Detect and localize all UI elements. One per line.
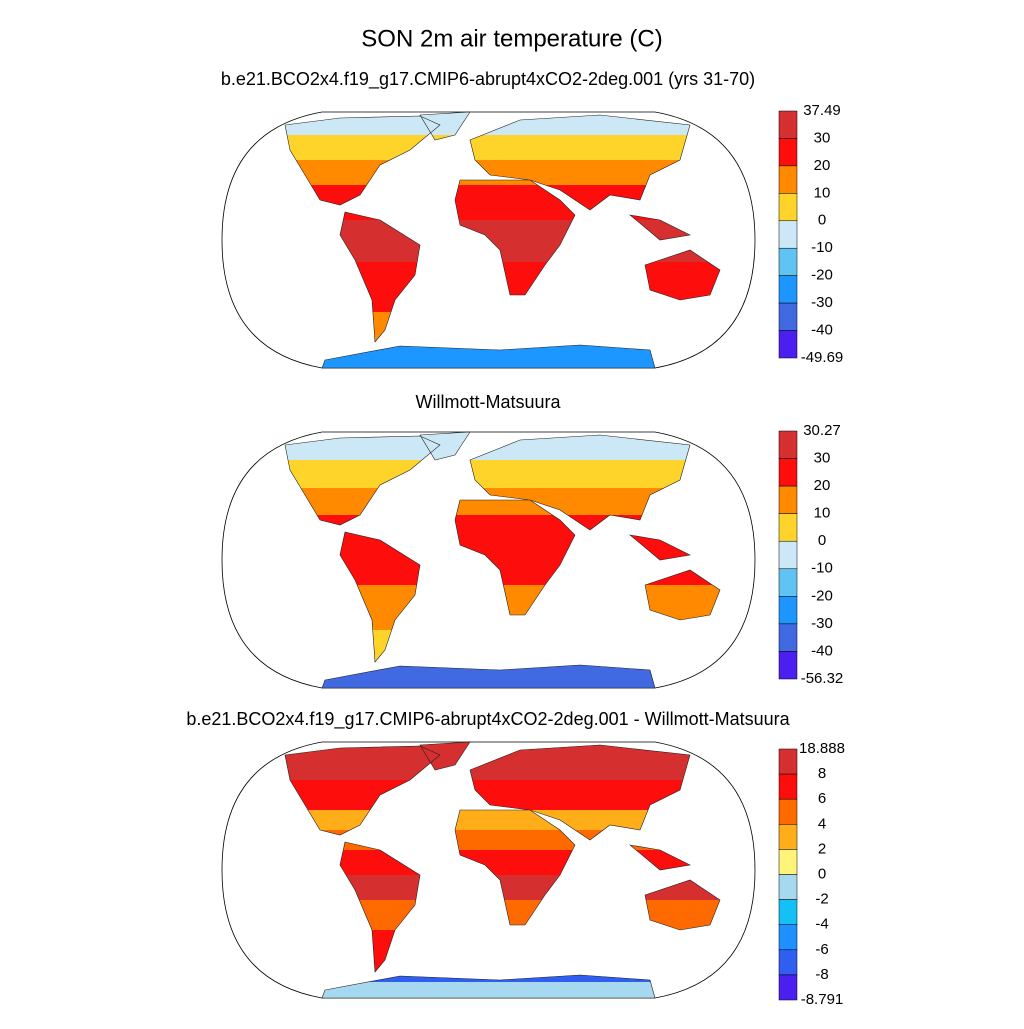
colorbar-label: -30 bbox=[811, 294, 833, 311]
colorbar-label: -2 bbox=[815, 891, 828, 908]
colorbar-box bbox=[778, 798, 798, 825]
panel-title: b.e21.BCO2x4.f19_g17.CMIP6-abrupt4xCO2-2… bbox=[221, 69, 755, 90]
colorbar-label: 18.888 bbox=[799, 740, 845, 757]
colorbar-label: -20 bbox=[811, 267, 833, 284]
panel-title: b.e21.BCO2x4.f19_g17.CMIP6-abrupt4xCO2-2… bbox=[186, 709, 790, 730]
colorbar-label: 30.27 bbox=[803, 422, 841, 439]
colorbar-box bbox=[778, 899, 798, 925]
panel-title: Willmott-Matsuura bbox=[415, 392, 561, 412]
colorbar-box bbox=[778, 568, 798, 597]
colorbar-box bbox=[778, 430, 798, 459]
colorbar-box bbox=[778, 110, 798, 139]
coastline bbox=[284, 111, 721, 369]
colorbar-label: -30 bbox=[811, 615, 833, 632]
colorbar-box bbox=[778, 748, 798, 775]
colorbar-label: 37.49 bbox=[803, 102, 841, 119]
colorbar-label: 0 bbox=[818, 865, 826, 882]
colorbar-label: -49.69 bbox=[801, 349, 844, 366]
colorbar-label: -6 bbox=[815, 941, 828, 958]
colorbar-label: 0 bbox=[818, 532, 826, 549]
colorbar-label: 20 bbox=[814, 157, 831, 174]
colorbar-label: -8.791 bbox=[801, 991, 844, 1008]
colorbar-label: -40 bbox=[811, 642, 833, 659]
colorbar-label: -20 bbox=[811, 587, 833, 604]
colorbar-label: -8 bbox=[815, 966, 828, 983]
colorbar-box bbox=[778, 458, 798, 487]
colorbar-box bbox=[778, 974, 798, 1001]
colorbar-box bbox=[778, 596, 798, 625]
colorbar-box bbox=[778, 924, 798, 951]
colorbar-label: 30 bbox=[814, 450, 831, 467]
colorbar-label: 10 bbox=[814, 505, 831, 522]
colorbar-box bbox=[778, 247, 798, 276]
colorbar-box bbox=[778, 849, 798, 875]
colorbar-box bbox=[778, 824, 798, 850]
colorbar-box bbox=[778, 540, 798, 570]
colorbar-label: 30 bbox=[814, 129, 831, 146]
colorbar-label: -40 bbox=[811, 322, 833, 339]
map bbox=[221, 431, 756, 689]
colorbar-box bbox=[778, 651, 798, 680]
map bbox=[221, 111, 756, 369]
colorbar-label: -56.32 bbox=[801, 670, 844, 687]
colorbar-box bbox=[778, 193, 798, 222]
colorbar-label: -10 bbox=[811, 239, 833, 256]
colorbar-box bbox=[778, 138, 798, 167]
colorbar-label: 6 bbox=[818, 790, 826, 807]
colorbar-label: -4 bbox=[815, 916, 828, 933]
colorbar-box bbox=[778, 949, 798, 976]
colorbar-box bbox=[778, 165, 798, 194]
colorbar-box bbox=[778, 330, 798, 359]
colorbar-box bbox=[778, 874, 798, 900]
coastline bbox=[284, 741, 721, 999]
colorbar-label: 0 bbox=[818, 212, 826, 229]
colorbar-label: 20 bbox=[814, 477, 831, 494]
colorbar-label: 4 bbox=[818, 815, 826, 832]
colorbar-box bbox=[778, 275, 798, 304]
colorbar-label: 8 bbox=[818, 765, 826, 782]
colorbar-label: 10 bbox=[814, 184, 831, 201]
colorbar-label: -10 bbox=[811, 560, 833, 577]
map bbox=[221, 741, 756, 999]
colorbar-box bbox=[778, 623, 798, 652]
colorbar-box bbox=[778, 513, 798, 542]
colorbar-box bbox=[778, 302, 798, 331]
colorbar-label: 2 bbox=[818, 840, 826, 857]
coastline bbox=[284, 431, 721, 689]
colorbar-box bbox=[778, 220, 798, 249]
colorbar-box bbox=[778, 485, 798, 514]
colorbar-box bbox=[778, 773, 798, 800]
figure-title: SON 2m air temperature (C) bbox=[361, 25, 662, 52]
